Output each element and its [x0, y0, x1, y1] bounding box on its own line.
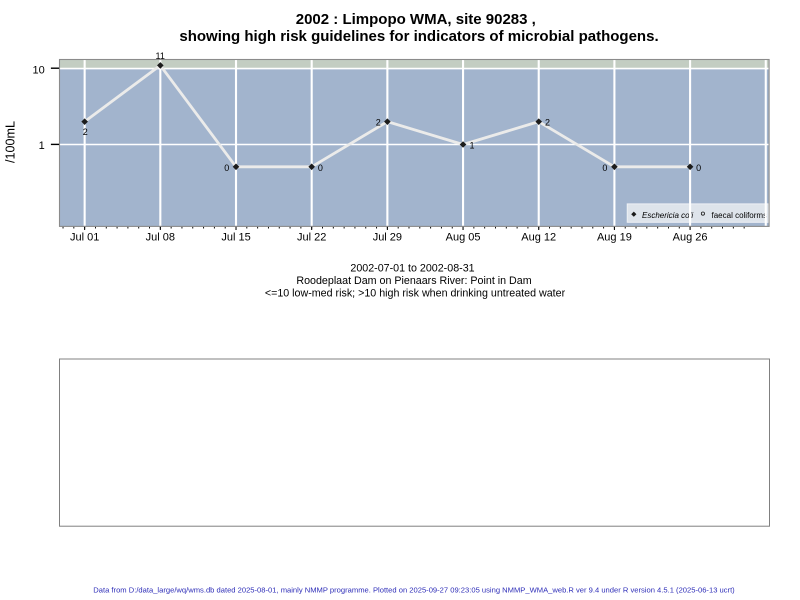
svg-text:Data from D:/data_large/wq/wms: Data from D:/data_large/wq/wms.db dated …	[93, 586, 735, 595]
svg-text:Jul 15: Jul 15	[221, 231, 250, 243]
svg-text:Jul 08: Jul 08	[146, 231, 175, 243]
svg-text:Aug 05: Aug 05	[446, 231, 481, 243]
svg-text:Jul 29: Jul 29	[373, 231, 402, 243]
svg-text:Roodeplaat Dam on Pienaars Riv: Roodeplaat Dam on Pienaars River: Point …	[296, 275, 531, 287]
svg-text:10: 10	[33, 65, 45, 77]
svg-text:0: 0	[602, 163, 607, 173]
svg-text:0: 0	[696, 163, 701, 173]
svg-text:showing high risk guidelines f: showing high risk guidelines for indicat…	[179, 28, 658, 45]
svg-text:11: 11	[156, 51, 165, 61]
svg-text:2: 2	[545, 118, 550, 128]
svg-text:1: 1	[39, 140, 45, 152]
svg-text:1: 1	[469, 141, 474, 151]
svg-text:Eschericia coli: Eschericia coli	[642, 211, 693, 220]
svg-text:0: 0	[224, 163, 229, 173]
svg-text:Aug 26: Aug 26	[673, 231, 708, 243]
svg-text:Jul 01: Jul 01	[70, 231, 99, 243]
svg-text:2002 : Limpopo WMA, site 90283: 2002 : Limpopo WMA, site 90283 ,	[296, 11, 536, 28]
svg-text:faecal coliforms: faecal coliforms	[712, 211, 768, 220]
svg-text:<=10 low-med risk; >10 high ri: <=10 low-med risk; >10 high risk when dr…	[265, 288, 566, 300]
svg-text:2: 2	[83, 127, 88, 137]
svg-text:2: 2	[376, 118, 381, 128]
svg-text:/100mL: /100mL	[3, 121, 17, 163]
svg-text:0: 0	[318, 163, 323, 173]
svg-text:Jul 22: Jul 22	[297, 231, 326, 243]
svg-text:2002-07-01 to 2002-08-31: 2002-07-01 to 2002-08-31	[350, 263, 474, 275]
svg-text:Aug 19: Aug 19	[597, 231, 632, 243]
svg-text:Aug 12: Aug 12	[521, 231, 556, 243]
